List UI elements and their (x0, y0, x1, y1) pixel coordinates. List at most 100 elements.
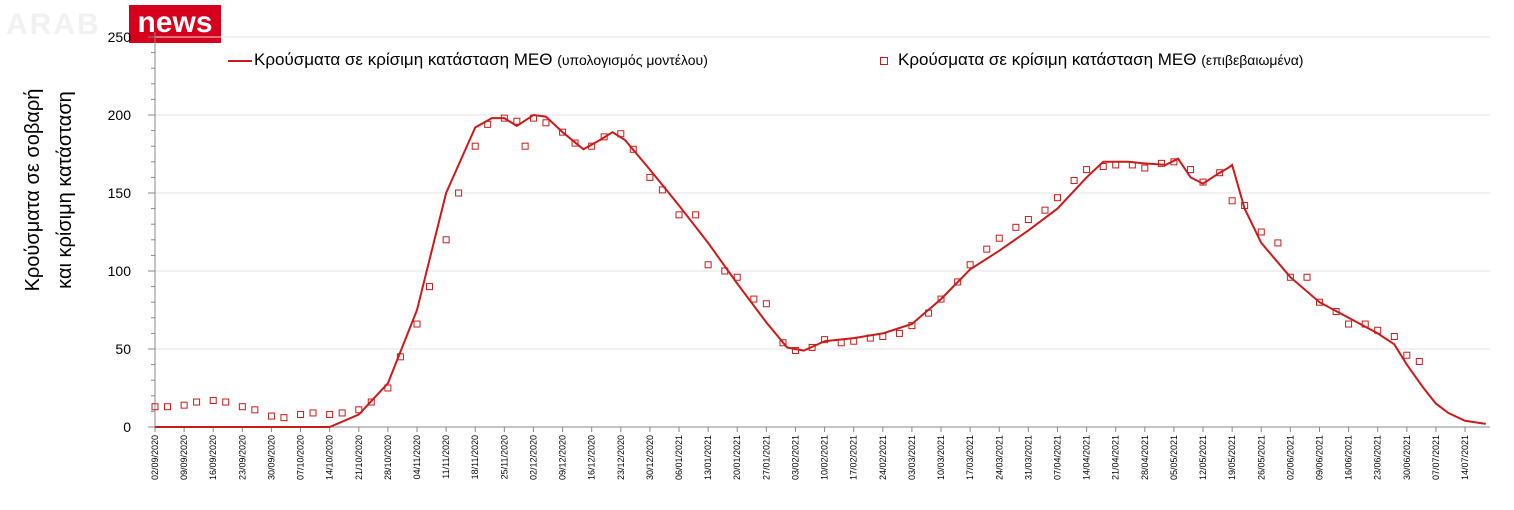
data-point (267, 412, 275, 420)
data-point (1274, 239, 1282, 247)
x-tick-label: 30/09/2020 (266, 435, 276, 480)
x-tick-label: 16/06/2021 (1344, 435, 1354, 480)
data-point (779, 339, 787, 347)
x-tick-label: 31/03/2021 (1023, 435, 1033, 480)
data-point (1012, 223, 1020, 231)
x-tick-label: 20/01/2021 (732, 435, 742, 480)
grid-lines (155, 36, 1490, 350)
data-point (1403, 351, 1411, 359)
x-tick-label: 03/02/2021 (790, 435, 800, 480)
data-point (151, 403, 159, 411)
data-point (1303, 273, 1311, 281)
data-point (629, 145, 637, 153)
data-point (675, 211, 683, 219)
data-point (413, 320, 421, 328)
data-point (309, 409, 317, 417)
legend-suffix-confirmed: (επιβεβαιωμένα) (1201, 52, 1304, 68)
y-tick-label: 250 (108, 29, 132, 45)
x-tick-label: 09/09/2020 (179, 435, 189, 480)
x-tick-label: 24/02/2021 (878, 435, 888, 480)
data-point (692, 211, 700, 219)
legend-label-model: Κρούσματα σε κρίσιμη κατάσταση ΜΕΘ (254, 50, 553, 69)
x-tick-label: 23/12/2020 (616, 435, 626, 480)
x-tick-label: 04/11/2020 (412, 435, 422, 479)
legend-item-model: Κρούσματα σε κρίσιμη κατάσταση ΜΕΘ (υπολ… (228, 50, 708, 70)
data-point (280, 414, 288, 422)
data-point (1187, 166, 1195, 174)
data-point (163, 403, 171, 411)
y-tick-label: 150 (108, 185, 132, 201)
axes (148, 32, 1490, 428)
x-tick-label: 10/03/2021 (936, 435, 946, 480)
data-point (209, 396, 217, 404)
data-point (455, 189, 463, 197)
data-point (954, 278, 962, 286)
data-point (1345, 320, 1353, 328)
data-point (384, 384, 392, 392)
x-tick-label: 16/12/2020 (587, 435, 597, 480)
y-tick-label: 0 (123, 419, 131, 435)
data-point (1024, 216, 1032, 224)
data-point (1315, 298, 1323, 306)
y-ticks: 0 50 100 150 200 250 (108, 29, 132, 435)
data-point (704, 261, 712, 269)
x-tick-label: 25/11/2020 (499, 435, 509, 479)
x-tick-label: 28/04/2021 (1140, 435, 1150, 480)
data-point (1041, 206, 1049, 214)
legend-square-swatch (880, 56, 888, 65)
legend-item-confirmed: Κρούσματα σε κρίσιμη κατάσταση ΜΕΘ (επιβ… (880, 50, 1303, 70)
data-point (1257, 228, 1265, 236)
news-logo: news (128, 4, 222, 44)
data-point (1070, 177, 1078, 185)
data-point (762, 300, 770, 308)
x-tick-label: 02/09/2020 (150, 435, 160, 480)
data-point (559, 128, 567, 136)
data-point (1141, 164, 1149, 172)
data-point (1112, 161, 1120, 169)
data-point (521, 142, 529, 150)
data-point (338, 409, 346, 417)
data-point (1216, 169, 1224, 177)
data-point (571, 139, 579, 147)
data-point (425, 283, 433, 291)
data-point (646, 173, 654, 181)
data-point (733, 273, 741, 281)
x-tick-label: 02/06/2021 (1285, 435, 1295, 480)
x-tick-label: 07/10/2020 (296, 435, 306, 480)
model-line (155, 113, 1486, 428)
x-tick-label: 07/07/2021 (1431, 435, 1441, 480)
legend-line-swatch (228, 59, 252, 62)
data-point (1390, 333, 1398, 341)
data-point (222, 398, 230, 406)
data-point (966, 261, 974, 269)
x-tick-label: 16/09/2020 (208, 435, 218, 480)
x-tick-label: 30/12/2020 (645, 435, 655, 480)
data-point (367, 398, 375, 406)
x-tick-label: 10/02/2021 (820, 435, 830, 480)
x-tick-label: 03/03/2021 (907, 435, 917, 480)
y-tick-label: 200 (108, 107, 132, 123)
data-point (251, 406, 259, 414)
confirmed-markers (151, 114, 1423, 422)
data-point (983, 245, 991, 253)
x-tick-label: 09/12/2020 (558, 435, 568, 480)
x-tick-label: 21/10/2020 (354, 435, 364, 480)
data-point (750, 295, 758, 303)
data-point (937, 295, 945, 303)
data-point (1053, 194, 1061, 202)
data-point (1286, 273, 1294, 281)
x-tick-label: 14/10/2020 (325, 435, 335, 480)
x-tick-label: 05/05/2021 (1169, 435, 1179, 480)
data-point (297, 411, 305, 419)
x-tick-label: 18/11/2020 (470, 435, 480, 479)
data-point (1083, 166, 1091, 174)
data-point (326, 411, 334, 419)
legend-suffix-model: (υπολογισμός μοντέλου) (557, 52, 708, 68)
data-point (1332, 308, 1340, 316)
x-tick-label: 28/10/2020 (383, 435, 393, 480)
data-point (1228, 197, 1236, 205)
legend-label-confirmed: Κρούσματα σε κρίσιμη κατάσταση ΜΕΘ (898, 50, 1197, 69)
data-point (1157, 159, 1165, 167)
x-tick-label: 11/11/2020 (441, 435, 451, 479)
y-tick-label: 50 (115, 341, 131, 357)
